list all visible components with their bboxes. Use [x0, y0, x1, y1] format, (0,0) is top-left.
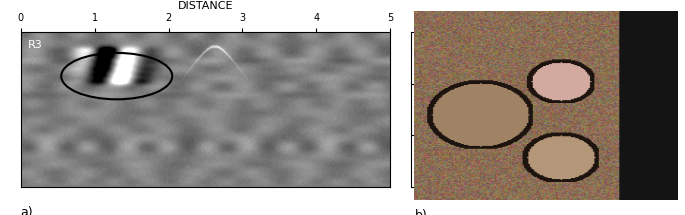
- X-axis label: DISTANCE: DISTANCE: [177, 1, 234, 11]
- Text: b): b): [414, 209, 427, 215]
- Y-axis label: DEPTH: DEPTH: [429, 91, 439, 128]
- Text: R3: R3: [28, 40, 42, 50]
- Text: a): a): [21, 206, 33, 215]
